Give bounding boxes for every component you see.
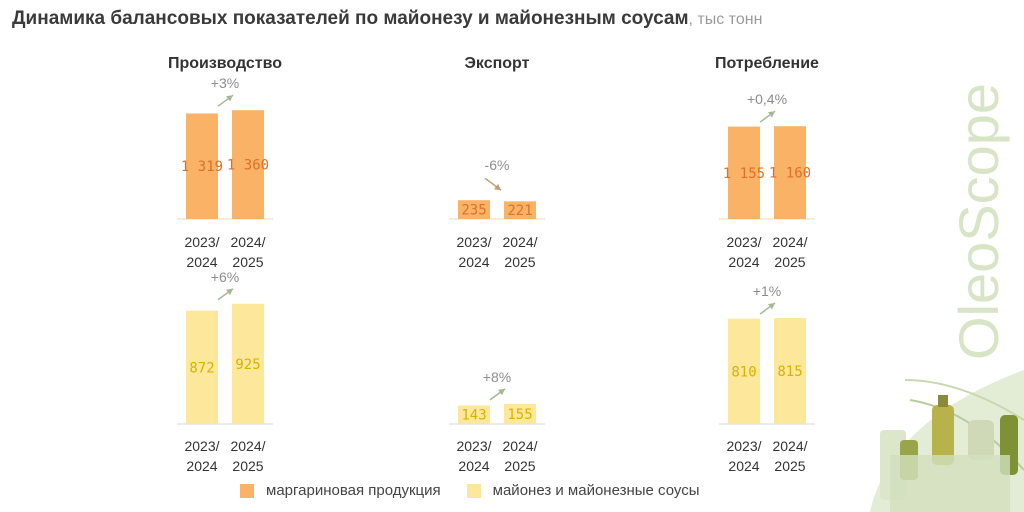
panel-3-title: Потребление bbox=[715, 55, 819, 72]
panel-1-value-label-1: 1 319 bbox=[181, 159, 223, 175]
panel-1-bar-1 bbox=[186, 113, 218, 219]
panel-6-change-label: +1% bbox=[753, 283, 781, 299]
panel-6-change-arrow-head bbox=[768, 303, 775, 310]
panel-1-title: Производство bbox=[168, 55, 282, 72]
panel-1-change-label: +3% bbox=[211, 75, 239, 91]
panel-3-category-label-2-line-1: 2024/ bbox=[772, 234, 807, 250]
panel-6-bar-2 bbox=[774, 318, 806, 424]
panel-2-category-label-2-line-1: 2024/ bbox=[502, 234, 537, 250]
panel-6-category-label-1-line-1: 2023/ bbox=[726, 438, 761, 454]
panel-6-category-label-2-line-2: 2025 bbox=[774, 458, 805, 474]
legend-item-mayonnaise: майонез и майонезные соусы bbox=[466, 482, 700, 499]
panel-2-category-label-2-line-2: 2025 bbox=[504, 254, 535, 270]
panel-2-value-label-1: 235 bbox=[461, 203, 486, 219]
panel-5-bar-2 bbox=[504, 403, 536, 424]
panel-5-value-label-2: 155 bbox=[507, 407, 532, 423]
panel-1-category-label-2-line-2: 2025 bbox=[232, 254, 263, 270]
panel-4-category-label-2-line-1: 2024/ bbox=[230, 438, 265, 454]
panel-3-change-label: +0,4% bbox=[747, 91, 787, 107]
panel-5-change-label: +8% bbox=[483, 369, 511, 385]
panel-4-value-label-2: 925 bbox=[235, 357, 260, 373]
panel-3-value-label-1: 1 155 bbox=[723, 166, 765, 182]
panel-4-category-label-1-line-2: 2024 bbox=[186, 458, 217, 474]
title-text: Динамика балансовых показателей по майон… bbox=[12, 8, 689, 29]
panel-1-change-arrow-head bbox=[226, 95, 233, 102]
panel-5-bar-1 bbox=[458, 405, 490, 424]
chart-title: Динамика балансовых показателей по майон… bbox=[12, 8, 762, 30]
panel-3-change-arrow-head bbox=[768, 111, 775, 118]
legend-swatch-margarine bbox=[240, 483, 254, 498]
panel-3-category-label-1-line-1: 2023/ bbox=[726, 234, 761, 250]
panel-1-category-label-1-line-1: 2023/ bbox=[184, 234, 219, 250]
legend-label-margarine: маргариновая продукция bbox=[266, 482, 441, 499]
panel-4-bar-1 bbox=[186, 310, 218, 424]
panel-1-value-label-2: 1 360 bbox=[227, 158, 269, 174]
title-unit: , тыс тонн bbox=[688, 11, 763, 28]
panel-3-bar-1 bbox=[728, 126, 760, 219]
panel-1-category-label-2-line-1: 2024/ bbox=[230, 234, 265, 250]
panel-6-bar-1 bbox=[728, 318, 760, 424]
panel-3-category-label-2-line-2: 2025 bbox=[774, 254, 805, 270]
panel-4-category-label-2-line-2: 2025 bbox=[232, 458, 263, 474]
panel-2-change-arrow-head bbox=[494, 183, 501, 191]
panel-4-bar-2 bbox=[232, 303, 264, 424]
panel-5-category-label-2-line-1: 2024/ bbox=[502, 438, 537, 454]
legend-label-mayonnaise: майонез и майонезные соусы bbox=[492, 482, 700, 499]
panel-3-value-label-2: 1 160 bbox=[769, 166, 811, 182]
panel-5-category-label-1-line-2: 2024 bbox=[458, 458, 489, 474]
panel-4-change-arrow-head bbox=[226, 288, 233, 296]
panel-1-bar-2 bbox=[232, 110, 264, 219]
panel-5-value-label-1: 143 bbox=[461, 408, 486, 424]
panel-5-category-label-2-line-2: 2025 bbox=[504, 458, 535, 474]
decorative-bottles-image bbox=[870, 370, 1024, 512]
panel-2-change-label: -6% bbox=[485, 157, 510, 173]
panel-4-value-label-1: 872 bbox=[189, 360, 214, 376]
legend: маргариновая продукция майонез и майонез… bbox=[240, 482, 726, 499]
panel-4-category-label-1-line-1: 2023/ bbox=[184, 438, 219, 454]
panel-3-bar-2 bbox=[774, 126, 806, 219]
panel-2-bar-2 bbox=[504, 201, 536, 219]
logo-text: OleoScope bbox=[947, 83, 1010, 360]
panel-6-value-label-2: 815 bbox=[777, 364, 802, 380]
panel-2-category-label-1-line-2: 2024 bbox=[458, 254, 489, 270]
panel-5-category-label-1-line-1: 2023/ bbox=[456, 438, 491, 454]
panel-2-title: Экспорт bbox=[465, 55, 530, 72]
legend-swatch-mayonnaise bbox=[466, 483, 481, 498]
panel-5-change-arrow-head bbox=[498, 388, 505, 396]
panel-6-category-label-1-line-2: 2024 bbox=[728, 458, 759, 474]
panel-2-category-label-1-line-1: 2023/ bbox=[456, 234, 491, 250]
panel-3-category-label-1-line-2: 2024 bbox=[728, 254, 759, 270]
panel-4-change-label: +6% bbox=[211, 269, 239, 285]
panel-2-value-label-2: 221 bbox=[507, 203, 532, 219]
legend-item-margarine: маргариновая продукция bbox=[240, 482, 441, 499]
panel-6-value-label-1: 810 bbox=[731, 364, 756, 380]
panel-6-category-label-2-line-1: 2024/ bbox=[772, 438, 807, 454]
oleoscope-logo: OleoScope bbox=[947, 83, 1010, 360]
panel-1-category-label-1-line-2: 2024 bbox=[186, 254, 217, 270]
panel-2-bar-1 bbox=[458, 200, 490, 219]
